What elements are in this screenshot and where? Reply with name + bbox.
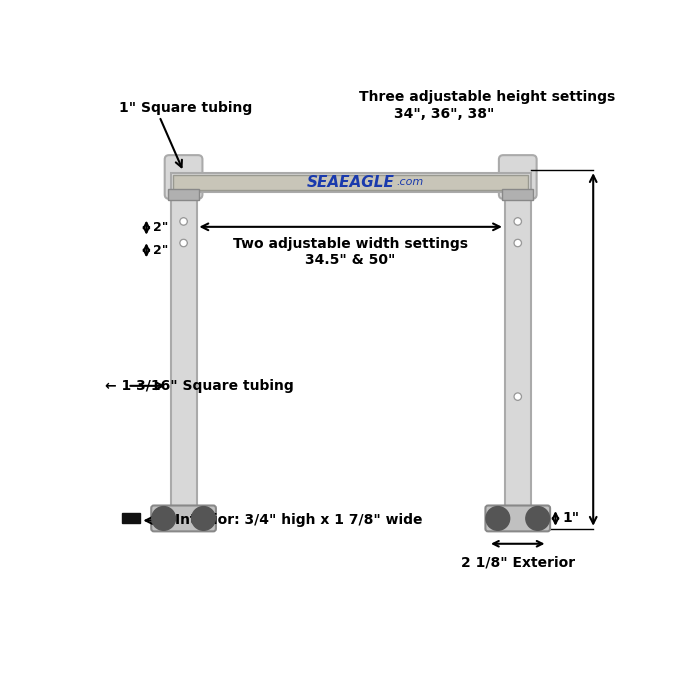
Text: 1" Square tubing: 1" Square tubing [119, 102, 252, 116]
Text: 34", 36", 38": 34", 36", 38" [394, 106, 494, 120]
FancyBboxPatch shape [151, 505, 216, 531]
Bar [168, 189, 200, 200]
FancyBboxPatch shape [164, 155, 202, 199]
Circle shape [192, 507, 216, 531]
Bar [171, 192, 197, 508]
Bar [171, 173, 531, 192]
Circle shape [514, 393, 522, 400]
Text: .com: .com [396, 177, 424, 188]
FancyBboxPatch shape [485, 505, 550, 531]
Text: Three adjustable height settings: Three adjustable height settings [358, 90, 615, 104]
Bar [505, 192, 531, 508]
Text: 1": 1" [562, 512, 579, 526]
Text: SEAEAGLE: SEAEAGLE [307, 175, 395, 190]
Circle shape [180, 218, 188, 225]
Circle shape [180, 239, 188, 247]
Circle shape [514, 218, 522, 225]
Bar [122, 513, 141, 522]
Circle shape [526, 507, 550, 531]
Bar [502, 189, 533, 200]
Text: Two adjustable width settings: Two adjustable width settings [233, 237, 468, 251]
Text: 34.5" & 50": 34.5" & 50" [305, 253, 396, 267]
FancyBboxPatch shape [499, 155, 537, 199]
Bar [174, 174, 528, 190]
Circle shape [152, 507, 176, 531]
Text: 2": 2" [153, 221, 168, 234]
Text: ← 1 3/16" Square tubing: ← 1 3/16" Square tubing [106, 379, 294, 393]
Circle shape [514, 239, 522, 247]
Text: 2": 2" [153, 244, 168, 257]
Text: Interior: 3/4" high x 1 7/8" wide: Interior: 3/4" high x 1 7/8" wide [176, 514, 423, 528]
Text: 2 1/8" Exterior: 2 1/8" Exterior [461, 556, 575, 570]
Circle shape [486, 507, 510, 531]
